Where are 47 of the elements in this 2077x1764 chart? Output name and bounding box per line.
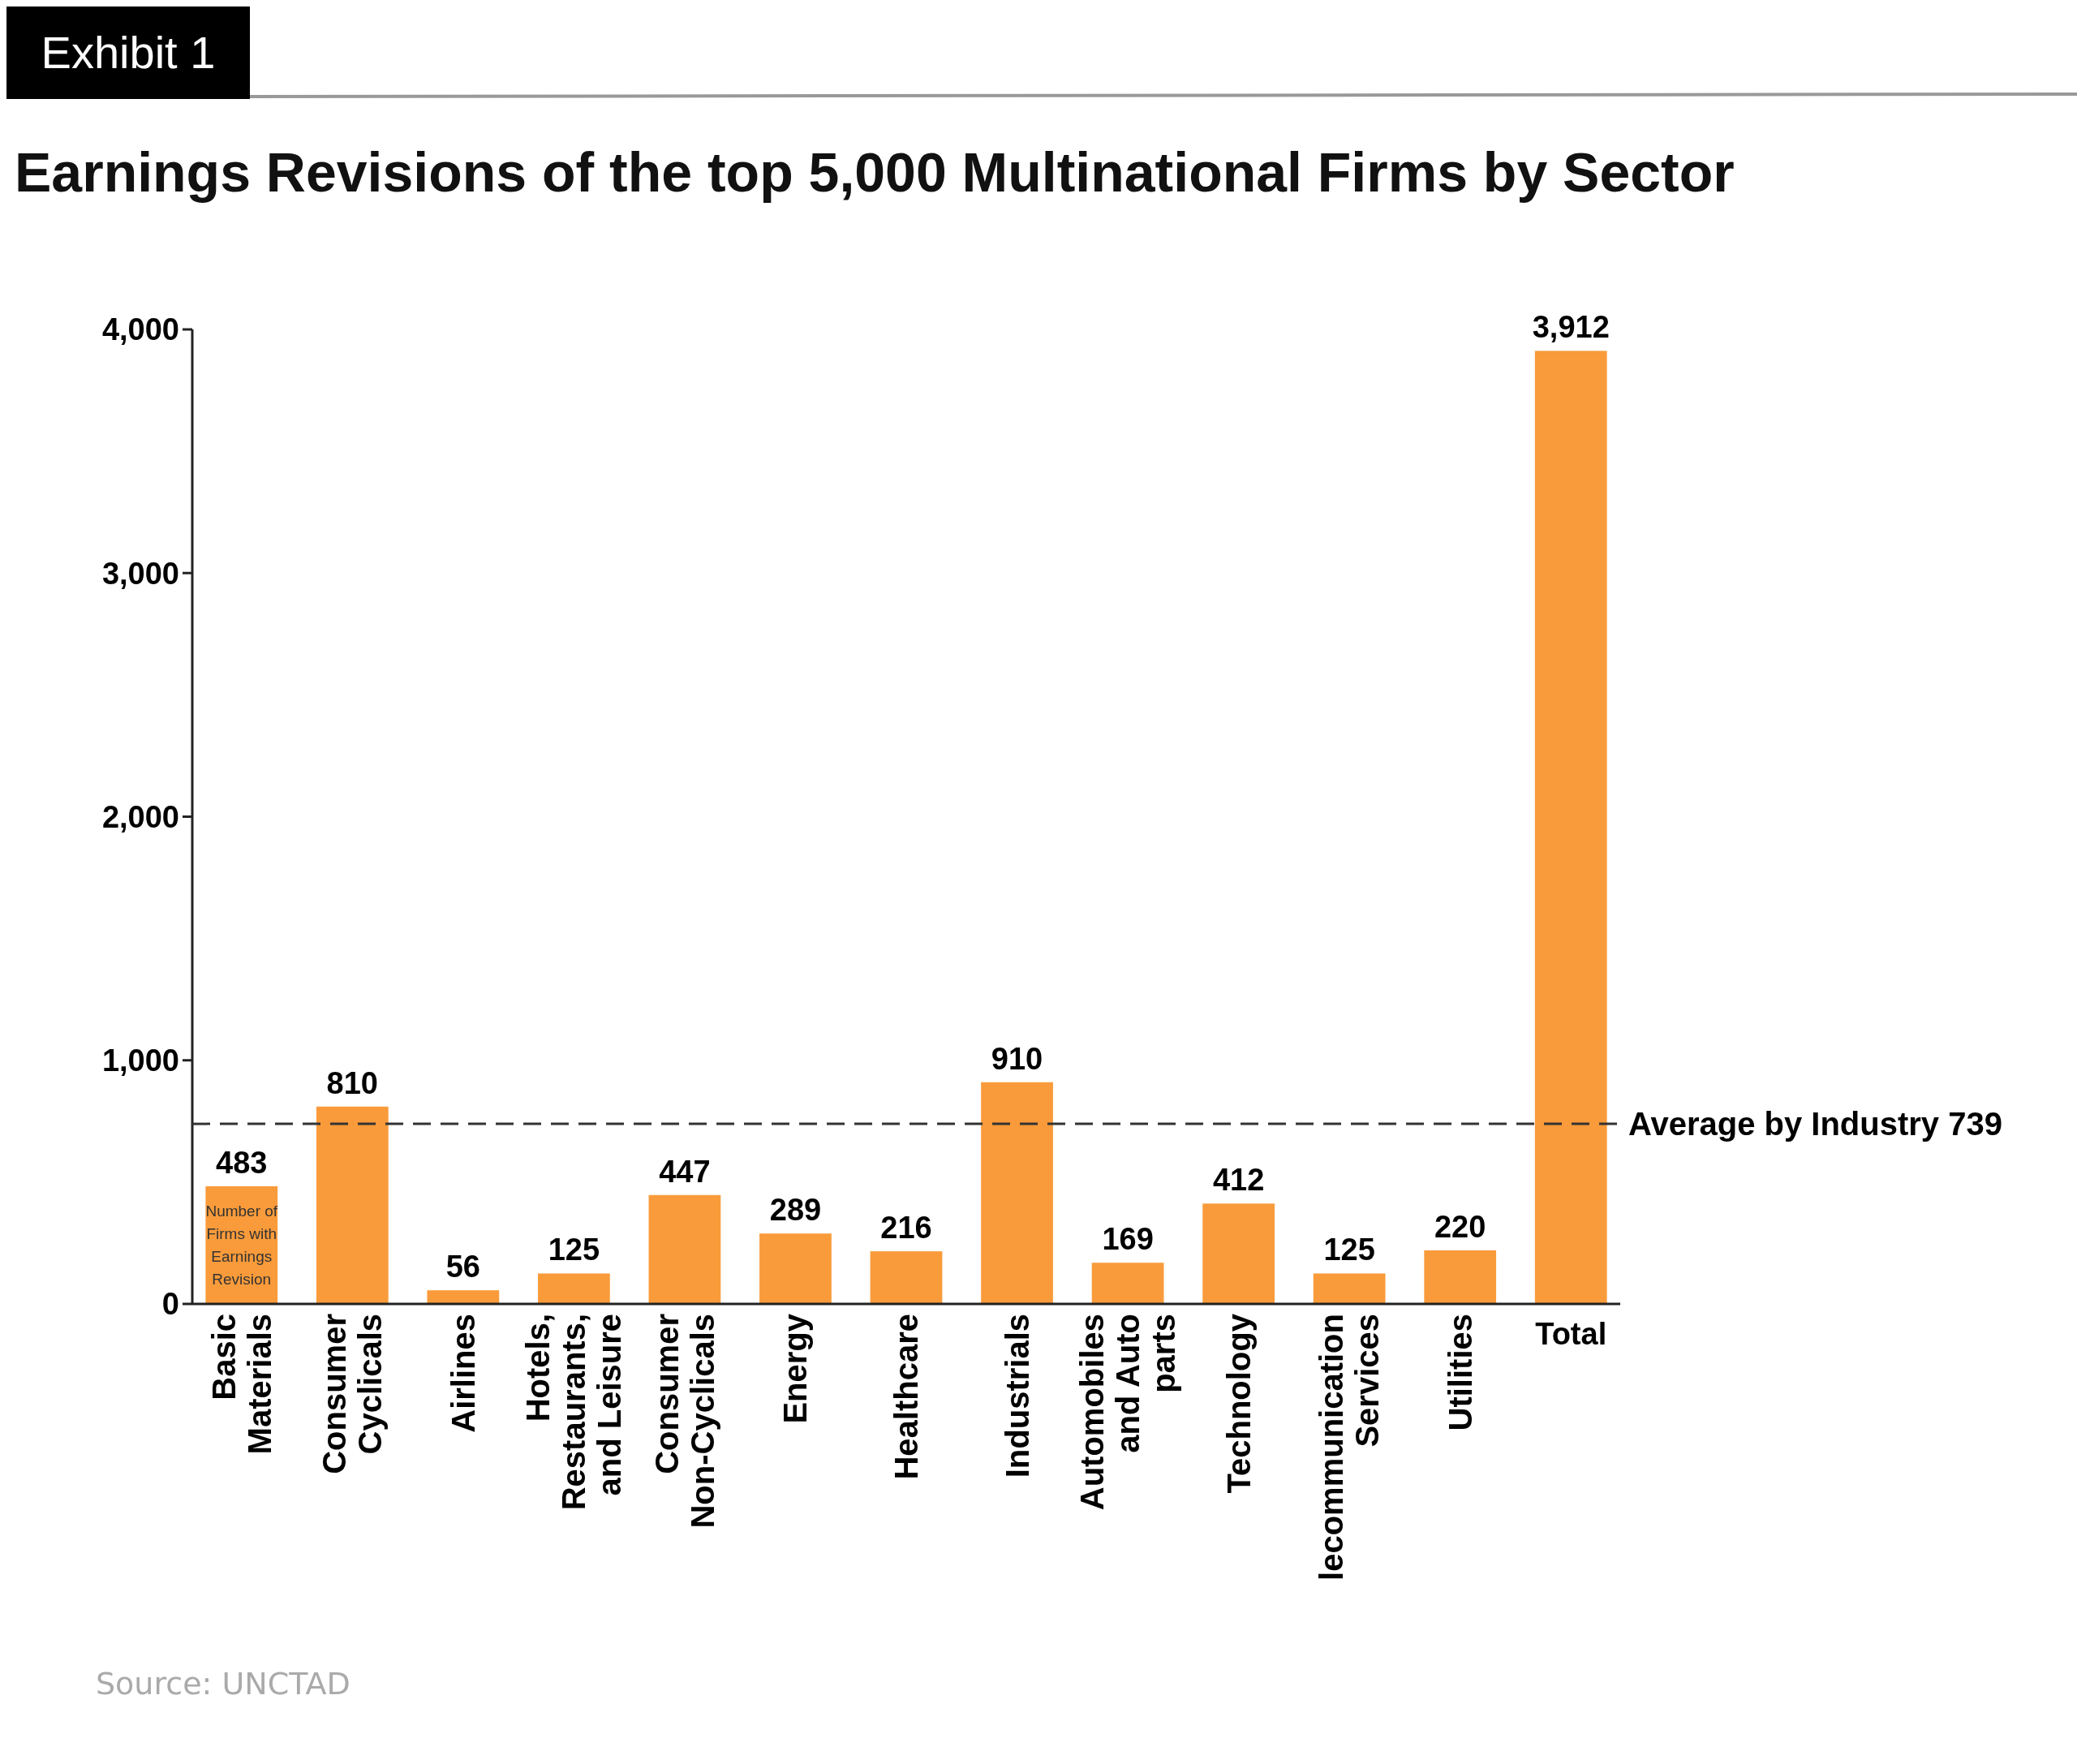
bar [1424, 1250, 1497, 1304]
x-tick-label: Airlines [445, 1314, 481, 1433]
data-label: 220 [1434, 1209, 1486, 1244]
text: Exhibit 1 [41, 27, 216, 78]
data-label: 447 [659, 1154, 711, 1189]
bar [870, 1251, 943, 1304]
bar [316, 1106, 389, 1304]
x-tick-label: Utilities [1442, 1314, 1478, 1431]
data-label: 810 [326, 1065, 378, 1100]
x-tick-label: Basic Materials [205, 1314, 277, 1455]
ref-line-label: Average by Industry 739 [1628, 1106, 2002, 1142]
y-tick-label: 2,000 [101, 799, 179, 834]
y-tick-label: 3,000 [101, 556, 179, 591]
annotation: Number of Firms with Earnings Revision [205, 1203, 278, 1289]
y-tick-label: 0 [161, 1287, 179, 1322]
chart-title: Earnings Revisions of the top 5,000 Multinational Firms by Sector [15, 141, 1735, 203]
data-label: 169 [1102, 1222, 1154, 1257]
x-tick-label: Total [1535, 1317, 1607, 1351]
x-tick-label: Industrials [999, 1314, 1035, 1478]
bar [1534, 351, 1607, 1304]
x-tick-label: lecommunication Services [1314, 1314, 1386, 1581]
x-tick-label: Consumer Cyclicals [316, 1314, 389, 1474]
bar [1313, 1273, 1386, 1304]
bar [981, 1082, 1053, 1304]
data-label: 125 [1323, 1233, 1375, 1267]
bar [538, 1273, 610, 1304]
data-label: 483 [216, 1145, 268, 1180]
data-label: 412 [1212, 1163, 1265, 1198]
x-tick-label: Hotels, Restaurants, and Leisure [520, 1314, 628, 1511]
x-tick-label: Automobiles and Auto parts [1074, 1314, 1182, 1511]
data-label: 216 [880, 1211, 932, 1246]
data-label: 289 [769, 1193, 822, 1228]
x-tick-label: Technology [1220, 1313, 1257, 1494]
x-tick-label: Energy [777, 1313, 814, 1424]
source-note: Source: UNCTAD [96, 1666, 350, 1702]
bar [1202, 1203, 1275, 1304]
data-label: 125 [548, 1233, 600, 1267]
data-label: 56 [445, 1250, 480, 1284]
x-tick-label: Healthcare [888, 1314, 924, 1480]
y-tick-label: 4,000 [101, 312, 179, 347]
data-label: 910 [991, 1041, 1043, 1076]
data-label: 3,912 [1532, 310, 1610, 345]
y-tick-label: 1,000 [101, 1043, 179, 1078]
bar [648, 1194, 721, 1304]
bar [427, 1290, 500, 1304]
bar [1091, 1263, 1164, 1304]
bar [759, 1233, 832, 1304]
